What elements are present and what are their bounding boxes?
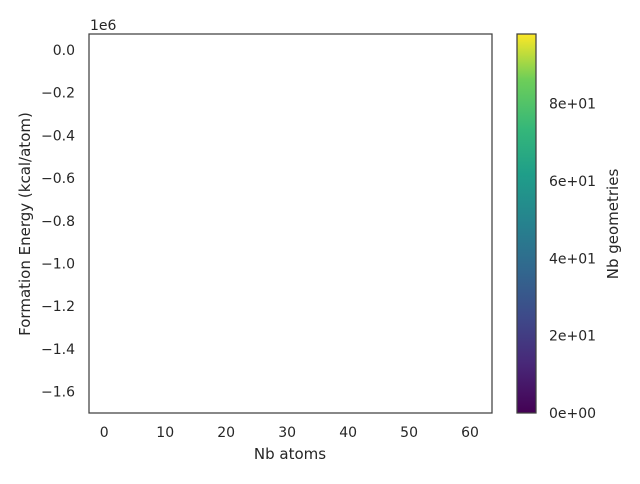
x-tick-label: 60 <box>461 425 479 441</box>
y-axis-label: Formation Energy (kcal/atom) <box>16 112 34 336</box>
x-tick-label: 20 <box>217 425 235 441</box>
colorbar: 0e+00 2e+01 4e+01 6e+01 8e+01 <box>516 33 596 422</box>
colorbar-label: Nb geometries <box>604 169 622 280</box>
plot-area: 0 10 20 30 40 50 60 0.0 −0.2 −0.4 −0.6 −0.8 −1.0 −1.2… <box>41 33 493 441</box>
y-tick-label: −1.0 <box>41 257 75 273</box>
colorbar-tick-label: 8e+01 <box>549 97 596 113</box>
colorbar-tick-label: 2e+01 <box>549 329 596 345</box>
x-tick-label: 50 <box>400 425 418 441</box>
x-tick-label: 40 <box>339 425 357 441</box>
y-tick-label: −1.6 <box>41 385 75 401</box>
x-tick-label: 0 <box>100 425 109 441</box>
y-tick-label: −0.8 <box>41 214 75 230</box>
x-tick-label: 10 <box>156 425 174 441</box>
y-tick-label: −0.4 <box>41 128 75 144</box>
y-tick-label: −1.2 <box>41 299 75 315</box>
y-tick-label: 0.0 <box>53 43 75 59</box>
y-offset-label: 1e6 <box>90 18 117 34</box>
colorbar-tick-label: 4e+01 <box>549 251 596 267</box>
axes-frame <box>88 33 493 414</box>
colorbar-tick-label: 6e+01 <box>549 174 596 190</box>
x-axis-label: Nb atoms <box>254 445 326 463</box>
y-tick-label: −0.6 <box>41 171 75 187</box>
y-tick-label: −1.4 <box>41 342 75 358</box>
y-tick-label: −0.2 <box>41 86 75 102</box>
colorbar-tick-label: 0e+00 <box>549 406 596 422</box>
x-tick-label: 30 <box>278 425 296 441</box>
colorbar-gradient <box>516 33 537 414</box>
